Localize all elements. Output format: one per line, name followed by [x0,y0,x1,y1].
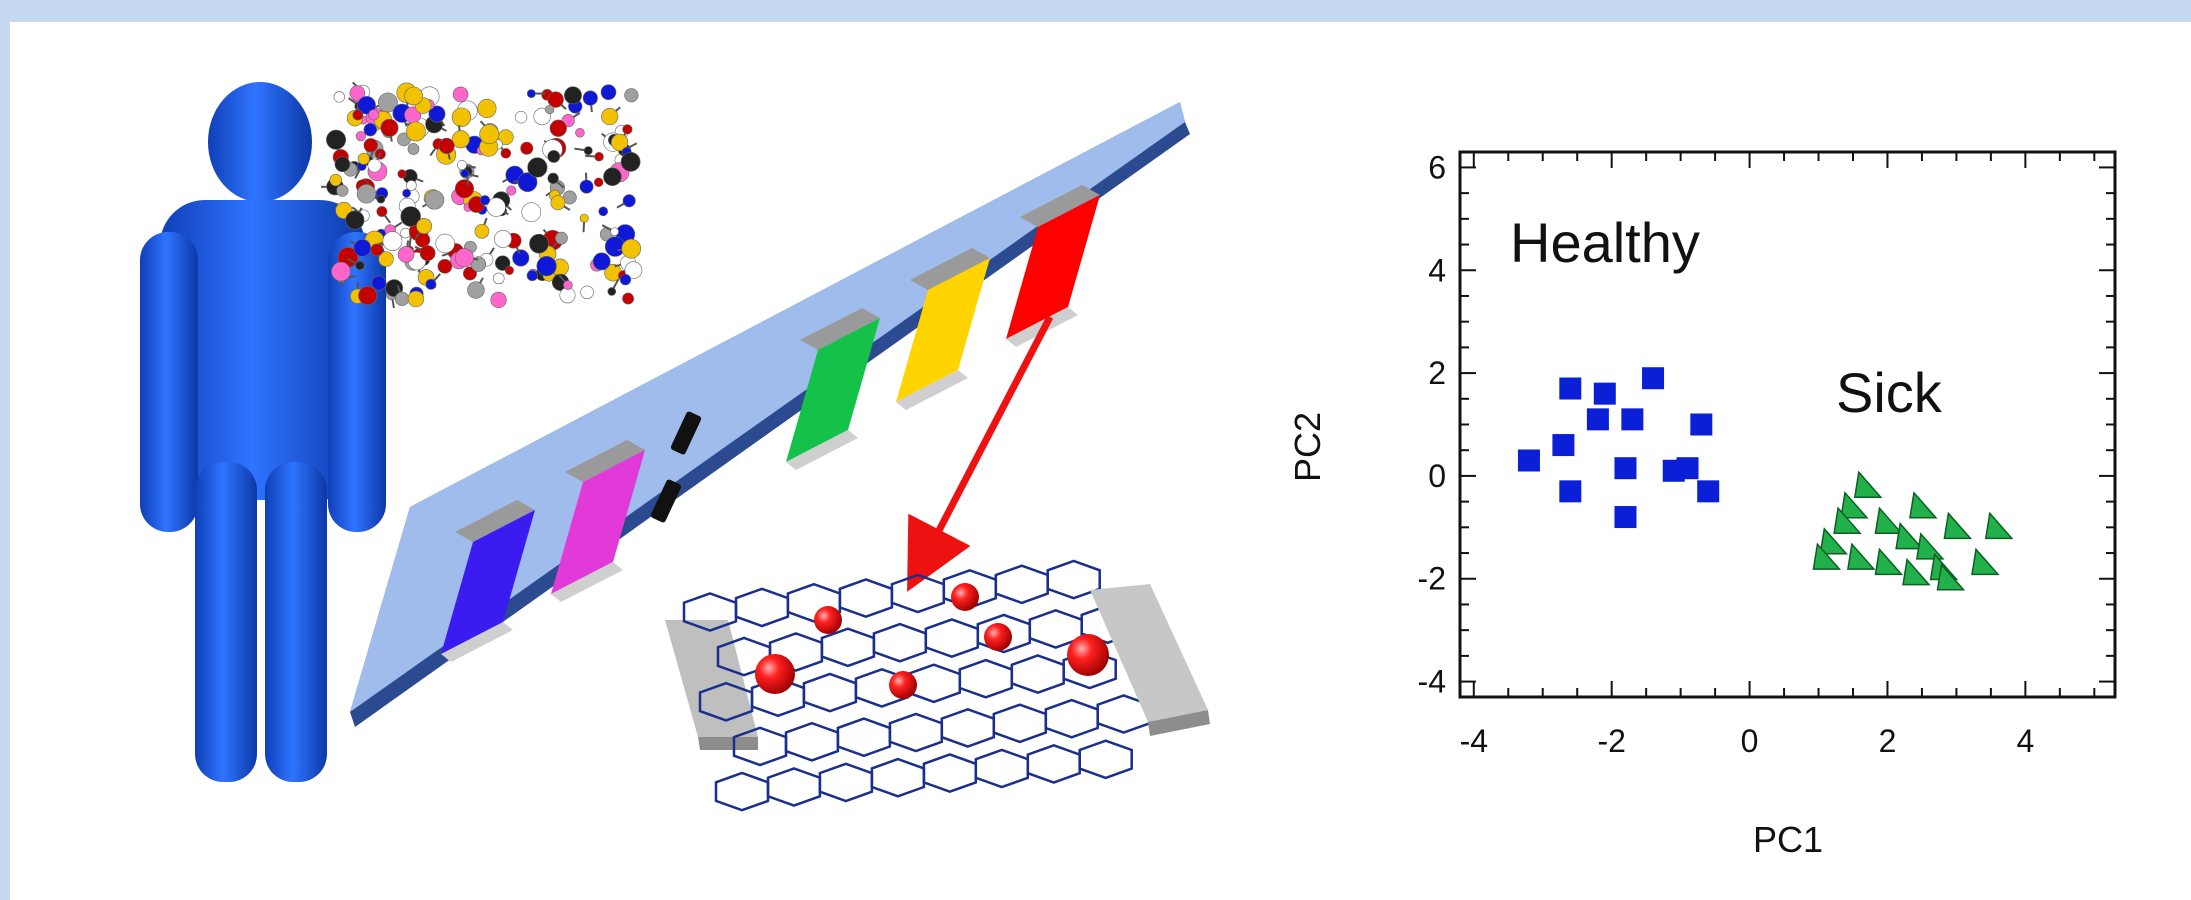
data-points [1517,367,2014,591]
graphene-sensor-device [665,559,1210,812]
figure-frame: Healthy Sick PC1 PC2 -4 -2 0 2 4 -4 -2 0 2 4 6 [10,22,2191,900]
ellipsis-icon [650,411,702,523]
y-tick-label: -4 [1418,664,1446,700]
x-tick-label: 4 [2016,723,2034,759]
sensor-chip-3 [786,308,880,470]
point-healthy [1690,413,1713,436]
point-healthy [1676,457,1699,480]
arrow-icon [907,315,1054,592]
y-tick-label: 0 [1428,458,1446,494]
tick-marks [1460,152,2115,697]
x-tick-label: 0 [1741,723,1759,759]
annotation-healthy: Healthy [1510,211,1700,274]
point-healthy [1621,408,1644,431]
point-healthy [1552,434,1575,457]
human-figure-icon [140,82,386,782]
point-sick [1971,547,2000,576]
breath-molecules-icon [320,81,643,309]
x-axis-label: PC1 [1753,819,1823,860]
point-healthy [1614,457,1637,480]
nanoparticle-2 [951,583,979,611]
point-healthy [1642,367,1665,390]
point-sick [1874,506,1904,534]
x-tick-label: -2 [1597,723,1625,759]
diagram-canvas [140,81,1210,812]
y-tick-label: 2 [1428,355,1446,391]
point-healthy [1517,449,1540,472]
point-healthy [1559,377,1582,400]
x-tick-label: 2 [1879,723,1897,759]
sensor-array [441,185,1100,662]
sensor-chip-4 [896,248,990,410]
nanoparticle-1 [814,606,842,634]
x-tick-label: -4 [1460,723,1488,759]
tick-labels: -4 -2 0 2 4 -4 -2 0 2 4 6 [1418,149,2035,759]
point-sick [1812,542,1842,570]
nanoparticles [755,583,1109,699]
nanoparticle-3 [755,654,795,694]
point-sick [1847,542,1876,570]
point-sick [1902,557,1931,586]
point-sick [1853,470,1883,498]
point-healthy [1559,480,1582,503]
point-sick [1874,547,1904,576]
point-sick [1819,527,1848,555]
y-tick-label: 6 [1428,149,1446,185]
pca-scatter-chart: Healthy Sick PC1 PC2 -4 -2 0 2 4 -4 -2 0 2 4 6 [1287,149,2117,860]
point-healthy [1593,382,1616,405]
sensor-chip-2 [551,440,645,602]
annotation-sick: Sick [1836,361,1943,424]
point-healthy [1697,480,1720,503]
point-sick [1936,563,1966,591]
y-axis-label: PC2 [1287,412,1328,482]
point-sick [1909,491,1938,519]
nanoparticle-5 [889,671,917,699]
point-healthy [1586,408,1609,431]
y-tick-label: 4 [1428,252,1446,288]
point-sick [1833,506,1862,534]
point-sick [1915,532,1945,560]
point-sick [1840,491,1869,519]
point-sick [1984,511,2014,540]
point-sick [1943,511,1973,540]
point-sick [1895,521,1924,550]
y-tick-label: -2 [1418,561,1446,597]
sensor-chip-1 [441,500,535,662]
nanoparticle-6 [1067,634,1109,676]
point-healthy [1614,506,1637,529]
nanoparticle-4 [984,623,1012,651]
